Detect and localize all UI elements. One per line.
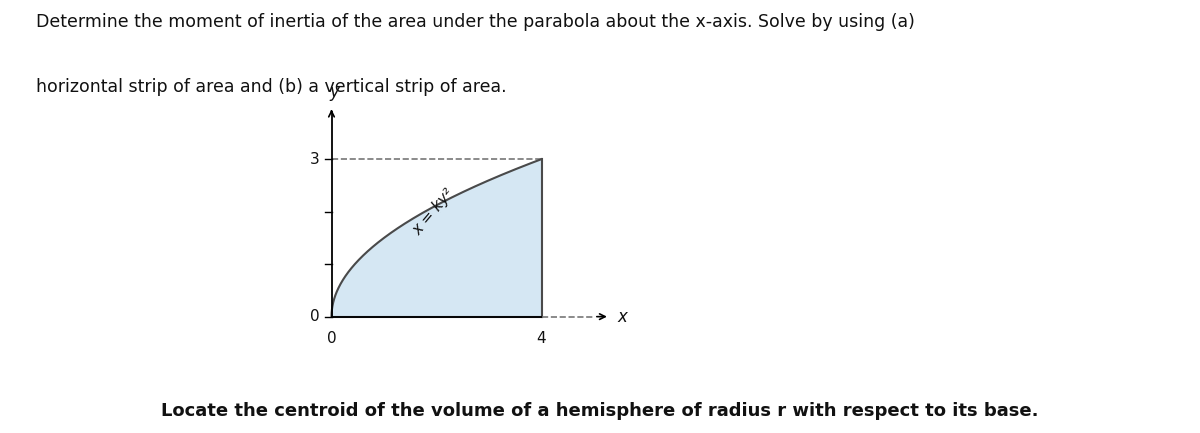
Text: x: x bbox=[618, 307, 628, 326]
Text: Locate the centroid of the volume of a hemisphere of radius r with respect to it: Locate the centroid of the volume of a h… bbox=[161, 402, 1039, 420]
Text: x = ky²: x = ky² bbox=[410, 186, 457, 238]
Text: y: y bbox=[329, 84, 340, 101]
Text: 0: 0 bbox=[326, 331, 336, 346]
Text: 3: 3 bbox=[310, 152, 320, 167]
Text: 0: 0 bbox=[311, 309, 320, 324]
Text: Determine the moment of inertia of the area under the parabola about the x-axis.: Determine the moment of inertia of the a… bbox=[36, 13, 914, 31]
Text: horizontal strip of area and (b) a vertical strip of area.: horizontal strip of area and (b) a verti… bbox=[36, 78, 506, 96]
Polygon shape bbox=[331, 159, 541, 317]
Text: 4: 4 bbox=[536, 331, 546, 346]
